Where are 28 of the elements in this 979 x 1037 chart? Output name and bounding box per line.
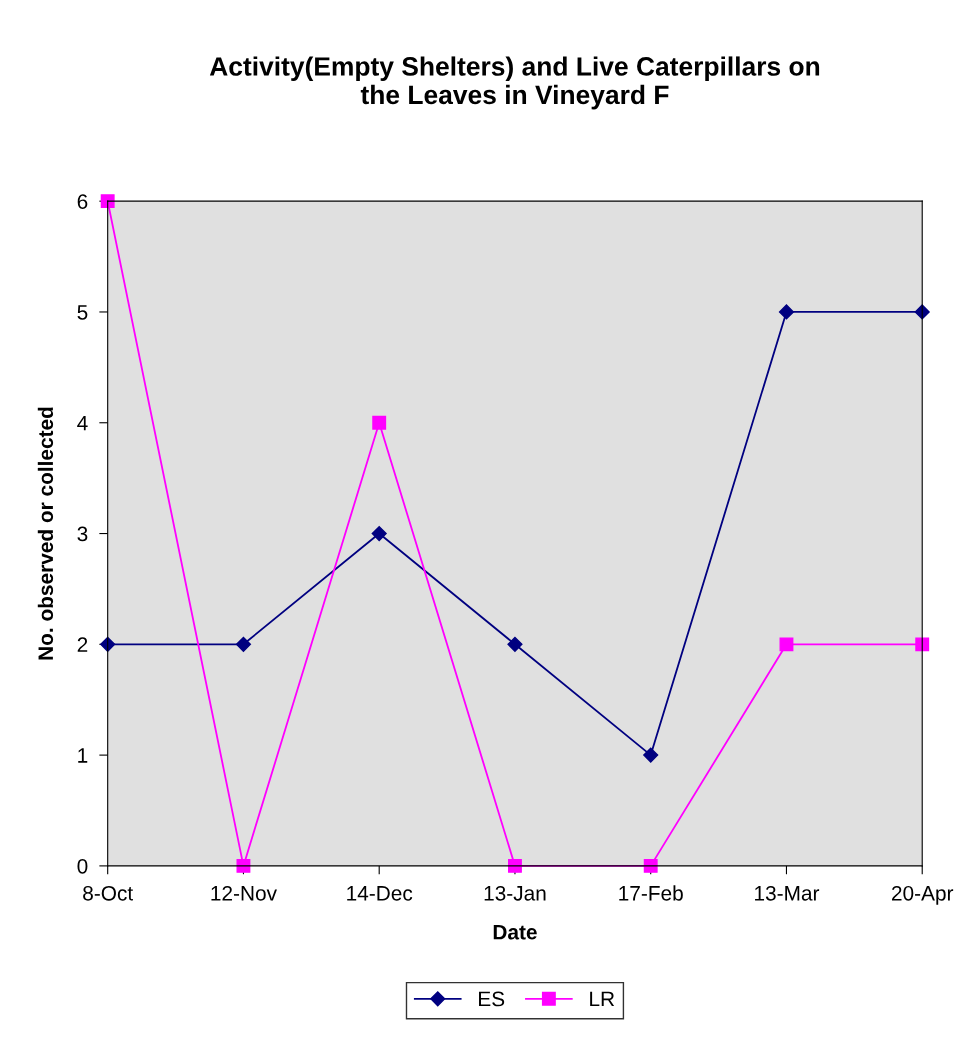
x-tick-label: 20-Apr — [892, 885, 954, 905]
point — [235, 636, 252, 652]
point — [778, 304, 795, 320]
y-tick-label: 0 — [77, 858, 88, 874]
legend-label: ES — [479, 991, 505, 1007]
point — [372, 415, 387, 430]
x-tick-label: 12-Nov — [211, 885, 277, 901]
y-tick-label: 4 — [77, 415, 88, 431]
x-tick-label: 8-Oct — [83, 885, 133, 901]
y-tick-label: 6 — [77, 194, 88, 209]
point — [915, 637, 930, 652]
y-tick-label: 2 — [77, 637, 88, 652]
x-tick-label: 13-Jan — [484, 885, 546, 901]
x-axis-title: Date — [493, 924, 537, 940]
y-tick-label: 3 — [77, 526, 88, 542]
y-axis-title: No. observed or collected — [37, 407, 54, 660]
y-tick-label: 5 — [77, 305, 88, 320]
x-tick-label: 17-Feb — [619, 885, 683, 901]
point — [371, 525, 387, 542]
point — [507, 636, 523, 652]
legend-label: LR — [590, 991, 615, 1007]
y-tick-label: 1 — [78, 748, 88, 763]
x-tick-label: 13-Mar — [755, 885, 820, 901]
chart-title: Activity(Empty Shelters) and Live Caterpillars on the Leaves in Vineyard F — [209, 56, 820, 110]
point — [779, 637, 794, 652]
x-tick-label: 14-Dec — [347, 886, 413, 901]
point — [643, 747, 659, 763]
point — [914, 304, 930, 320]
